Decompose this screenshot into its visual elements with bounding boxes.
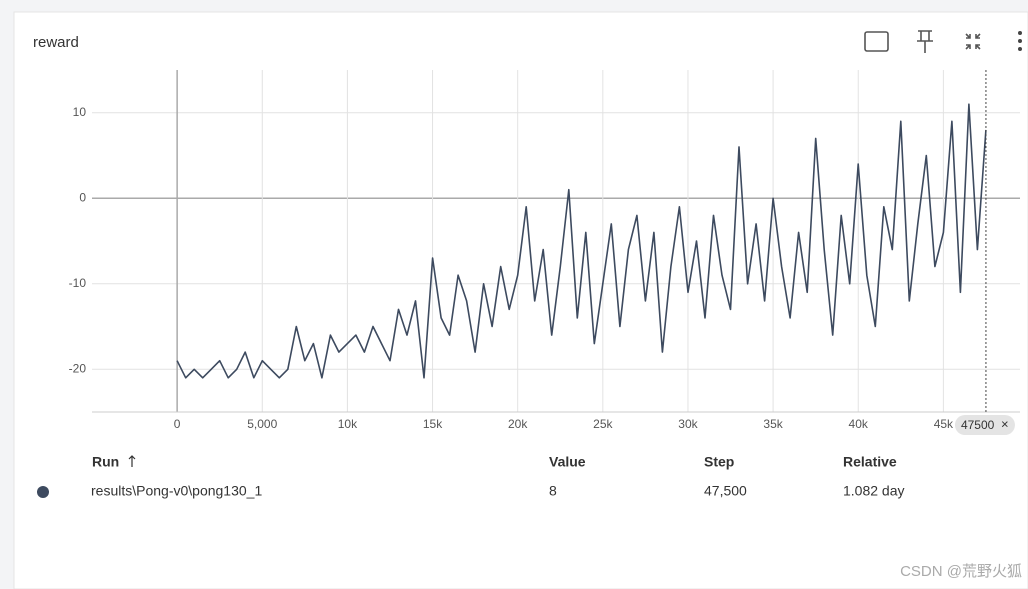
run-color: [37, 486, 49, 498]
hover-label: 47500: [961, 418, 995, 432]
y-tick-label: 10: [73, 105, 87, 119]
x-tick-label: 30k: [678, 417, 698, 431]
table-header[interactable]: Value: [549, 454, 586, 470]
collapse-icon[interactable]: [965, 33, 981, 50]
x-tick-label: 35k: [763, 417, 783, 431]
x-tick-label: 10k: [338, 417, 358, 431]
x-tick-label: 25k: [593, 417, 613, 431]
table-cell: 47,500: [704, 483, 747, 499]
x-tick-label: 40k: [849, 417, 869, 431]
y-tick-label: 0: [79, 190, 86, 204]
menu-icon[interactable]: [1018, 31, 1022, 51]
toolbar[interactable]: [864, 30, 1022, 53]
watermark: CSDN @荒野火狐: [900, 563, 1022, 580]
table-cell: results\Pong-v0\pong130_1: [91, 483, 262, 499]
sort-icon: [128, 455, 136, 467]
x-tick-label: 20k: [508, 417, 528, 431]
hover-chip: [954, 415, 1015, 435]
y-tick-label: -20: [69, 361, 87, 375]
x-tick-label: 0: [174, 417, 181, 431]
table-cell: 1.082 day: [843, 483, 905, 499]
x-tick-label: 5,000: [247, 417, 277, 431]
x-tick-label: 15k: [423, 417, 443, 431]
pin-icon[interactable]: [917, 30, 933, 53]
fit-icon[interactable]: [864, 31, 889, 52]
card: [13, 11, 1028, 589]
table-cell: 8: [549, 483, 557, 499]
y-tick-label: -10: [69, 276, 87, 290]
x-tick-label: 45k: [934, 417, 954, 431]
series-line: [176, 103, 987, 379]
table-header[interactable]: Relative: [843, 454, 897, 470]
card-title: reward: [33, 34, 79, 51]
table-header[interactable]: Step: [704, 454, 734, 470]
table-header[interactable]: Run: [92, 454, 119, 470]
hover-close: ×: [1001, 416, 1009, 431]
